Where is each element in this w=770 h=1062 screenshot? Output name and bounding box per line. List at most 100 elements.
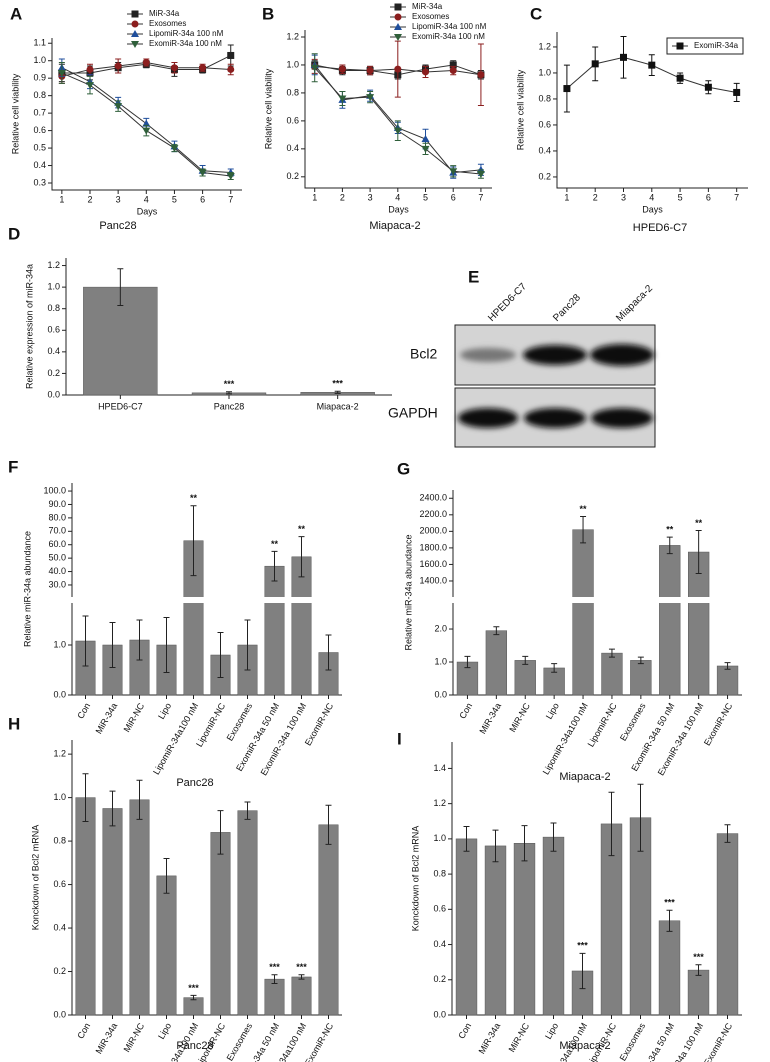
marker [310, 64, 319, 72]
marker [199, 64, 207, 72]
chart-panel: B 0.2 0.4 0.6 0.8 1.0 1.2 Relative cell viabili… [262, 2, 492, 232]
x-tick-label: Con [75, 701, 92, 720]
marker [170, 64, 178, 72]
marker [619, 53, 627, 61]
error-bar [136, 619, 143, 661]
error-bar [521, 825, 528, 862]
y-tick-label: 1400.0 [419, 575, 447, 585]
x-tick-label: 3 [621, 192, 626, 202]
marker [676, 42, 684, 50]
bar [484, 845, 507, 1016]
marker [86, 65, 94, 73]
bar [291, 976, 312, 1016]
chart-panel: D 0.0 0.2 0.4 0.6 0.8 1.0 1.2 Relative expressio… [8, 224, 392, 411]
legend-label: ExomiR-34a 100 nM [149, 39, 222, 48]
error-bar [695, 530, 702, 575]
blot-row-label: Bcl2 [410, 346, 437, 362]
y-tick-label: 1.1 [33, 38, 46, 48]
error-bar [271, 550, 278, 582]
bar [455, 838, 478, 1016]
error-bar [580, 515, 587, 544]
error-bar [550, 822, 557, 852]
marker [422, 68, 430, 76]
y-axis-label: Relative expression of miR-34a [24, 264, 34, 389]
significance: ** [298, 524, 306, 534]
chart-panel: C 0.2 0.4 0.6 0.8 1.0 1.2 Relative cell viabili… [515, 4, 748, 234]
marker [733, 88, 741, 96]
error-bar [608, 791, 615, 857]
marker [421, 145, 430, 153]
marker [114, 103, 123, 111]
bar [485, 630, 508, 696]
bar [513, 843, 536, 1016]
y-tick-label: 1600.0 [419, 559, 447, 569]
panel-letter: I [397, 729, 402, 748]
caption: HPED6-C7 [633, 222, 687, 234]
x-tick-label: MiR-34a [477, 1021, 503, 1055]
marker [477, 71, 485, 79]
marker [338, 65, 346, 73]
marker [591, 60, 599, 68]
marker [57, 69, 66, 77]
x-tick-label: Con [75, 1021, 92, 1040]
bar [75, 797, 96, 1016]
y-axis-label: Relative miR-34a abundance [403, 534, 413, 650]
y-tick-label: 0.0 [53, 1009, 66, 1019]
y-tick-label: 0.8 [47, 303, 60, 313]
x-tick-label: Lipo [544, 701, 561, 721]
y-tick-label: 0.6 [53, 879, 66, 889]
y-tick-label: 0.2 [286, 171, 299, 181]
x-tick-label: Con [456, 1021, 473, 1040]
error-bar [724, 824, 731, 843]
x-tick-label: 2 [340, 192, 345, 202]
marker [86, 82, 94, 90]
panel-letter: D [8, 224, 20, 243]
x-tick-label: Exosomes [225, 701, 255, 743]
error-bar [190, 505, 197, 577]
y-tick-label: 0.9 [33, 73, 46, 83]
lane-label: HPED6-C7 [486, 281, 529, 324]
error-bar [463, 826, 470, 852]
x-tick-label: ExomiR-NC [702, 1021, 735, 1062]
y-tick-label: 2.0 [434, 623, 447, 633]
chart-panel: H 0.0 0.2 0.4 0.6 0.8 1.0 1.2 Konckdown of Bcl2 … [8, 714, 342, 1062]
error-bar [493, 626, 500, 636]
error-bar [136, 779, 143, 820]
marker [114, 62, 122, 70]
bar [572, 529, 594, 696]
x-tick-label: Lipo [543, 1021, 560, 1041]
y-tick-label: 0.4 [538, 145, 551, 155]
y-tick-label: 0.5 [33, 142, 46, 152]
x-tick-label: 5 [423, 192, 428, 202]
bar [601, 652, 623, 696]
y-tick-label: 0.0 [53, 689, 66, 699]
marker [170, 145, 179, 153]
y-tick-label: 0.2 [53, 966, 66, 976]
y-tick-label: 1.2 [538, 41, 551, 51]
chart-panel: G 0.0 1.0 2.0 1400.0 1600.0 1800.0 2000.0 2200.0… [397, 459, 742, 783]
significance: *** [296, 962, 307, 972]
error-bar [163, 857, 170, 894]
y-tick-label: 60.0 [48, 539, 66, 549]
y-axis-label: Relative cell viability [10, 73, 20, 154]
legend-label: Exosomes [412, 12, 449, 21]
y-tick-label: 2400.0 [419, 493, 447, 503]
y-axis-label: Konckdown of Bcl2 mRNA [30, 825, 40, 931]
marker [449, 67, 457, 75]
bar [264, 565, 285, 696]
x-tick-label: LipomiR-NC [586, 701, 619, 749]
x-tick-label: Lipo [156, 701, 173, 721]
y-tick-label: 0.4 [33, 160, 46, 170]
error-bar [695, 964, 702, 976]
y-tick-label: 0.8 [433, 868, 446, 878]
western-blot: E Bcl2 GAPDH HPED6-C7 Panc28 Miapaca-2 [388, 267, 656, 448]
y-tick-label: 50.0 [48, 553, 66, 563]
x-tick-label: 4 [144, 194, 149, 204]
error-bar [551, 663, 558, 673]
bar [716, 665, 739, 696]
error-bar [666, 536, 673, 555]
x-tick-label: 1 [312, 192, 317, 202]
y-tick-label: 0.3 [33, 177, 46, 187]
significance: *** [188, 983, 199, 993]
axis-break [450, 597, 742, 603]
